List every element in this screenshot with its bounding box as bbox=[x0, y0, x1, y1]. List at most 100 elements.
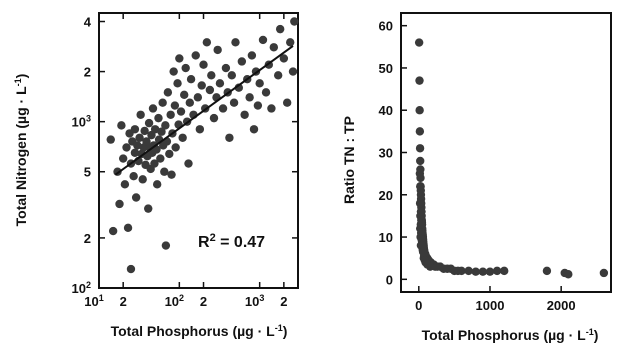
left-data-point bbox=[275, 24, 285, 34]
left-data-point bbox=[175, 54, 184, 63]
right-data-point bbox=[416, 156, 425, 166]
right-x-tick-text: 2000 bbox=[547, 298, 576, 313]
left-x-tick-label: 102 bbox=[165, 293, 184, 309]
left-data-point bbox=[180, 90, 189, 100]
left-data-point bbox=[160, 167, 169, 176]
axis-title-exponent: -1 bbox=[275, 323, 283, 333]
left-data-point bbox=[140, 126, 149, 136]
axis-title-text: ) bbox=[13, 74, 29, 79]
left-data-point bbox=[157, 127, 166, 136]
left-x-tick-label: 101 bbox=[84, 293, 103, 309]
right-data-point bbox=[457, 266, 466, 276]
left-data-point bbox=[207, 71, 216, 80]
left-data-point bbox=[117, 121, 126, 130]
left-data-point bbox=[193, 93, 203, 102]
right-data-point bbox=[564, 270, 573, 279]
left-data-point bbox=[215, 79, 225, 88]
left-data-point bbox=[161, 121, 170, 130]
left-y-tick-text: 5 bbox=[84, 165, 91, 180]
right-x-axis-title: Total Phosphorus (µg · L-1) bbox=[422, 327, 599, 343]
left-data-point bbox=[144, 204, 153, 213]
left-data-point bbox=[152, 180, 162, 189]
right-data-point bbox=[464, 266, 473, 276]
left-data-point bbox=[185, 98, 195, 107]
axis-title-text: Total Nitrogen (µg · L bbox=[13, 86, 29, 226]
left-data-point bbox=[158, 98, 167, 107]
right-y-tick-text: 10 bbox=[379, 230, 393, 245]
left-data-point bbox=[108, 226, 118, 236]
left-data-point bbox=[163, 88, 173, 97]
left-x-tick-text: 10 bbox=[84, 294, 98, 309]
left-data-point bbox=[165, 149, 174, 159]
r-squared-exponent: 2 bbox=[210, 232, 216, 244]
right-data-point bbox=[542, 266, 552, 276]
right-x-tick-text: 0 bbox=[415, 298, 422, 313]
left-x-tick-text: 10 bbox=[165, 294, 179, 309]
left-data-point bbox=[176, 107, 186, 116]
left-data-point bbox=[213, 45, 222, 55]
left-data-point bbox=[205, 85, 215, 95]
left-plot-frame bbox=[98, 12, 299, 289]
right-data-point bbox=[415, 144, 425, 153]
left-data-point bbox=[123, 223, 133, 233]
regression-line bbox=[114, 45, 294, 176]
left-data-point bbox=[130, 148, 140, 157]
right-y-tick-label: 10 bbox=[379, 230, 393, 245]
right-data-point bbox=[415, 199, 425, 208]
left-data-point bbox=[186, 74, 196, 84]
left-y-tick-exponent: 3 bbox=[86, 114, 91, 124]
left-data-point bbox=[279, 54, 289, 63]
left-data-point bbox=[122, 143, 131, 152]
right-y-tick-label: 0 bbox=[386, 272, 393, 287]
left-data-point bbox=[218, 104, 228, 113]
right-y-tick-label: 20 bbox=[379, 188, 393, 203]
left-data-point bbox=[199, 60, 208, 69]
left-data-point bbox=[150, 125, 160, 134]
right-y-tick-text: 20 bbox=[379, 188, 393, 203]
left-data-point bbox=[245, 93, 254, 102]
right-y-tick-label: 30 bbox=[379, 146, 393, 161]
left-y-tick-text: 2 bbox=[84, 231, 91, 246]
right-panel: 0 10 20 30 40 50 60 0 1000 2000 Total Phosphorus (… bbox=[341, 12, 612, 343]
right-x-tick-label: 1000 bbox=[476, 298, 505, 313]
left-data-point bbox=[209, 113, 219, 123]
left-x-tick-exponent: 1 bbox=[99, 293, 104, 303]
axis-title-text: Ratio TN : TP bbox=[341, 116, 357, 204]
left-data-point bbox=[184, 159, 193, 168]
left-data-point bbox=[130, 125, 140, 134]
left-data-point bbox=[191, 51, 200, 60]
left-data-point bbox=[106, 135, 115, 144]
left-data-point bbox=[150, 159, 159, 168]
left-data-point bbox=[286, 38, 295, 47]
left-y-tick-text: 2 bbox=[84, 65, 91, 80]
left-data-point bbox=[197, 81, 206, 90]
left-x-tick-text: 2 bbox=[200, 294, 207, 309]
left-data-point bbox=[167, 170, 176, 179]
left-data-point bbox=[227, 71, 237, 80]
left-data-point bbox=[154, 113, 163, 123]
right-y-tick-text: 50 bbox=[379, 61, 393, 76]
left-y-axis-title: Total Nitrogen (µg · L-1) bbox=[13, 74, 29, 227]
right-data-point bbox=[599, 268, 609, 278]
right-x-tick-text: 1000 bbox=[476, 298, 505, 313]
left-data-point bbox=[225, 133, 234, 142]
r-squared-value: = 0.47 bbox=[216, 234, 265, 251]
left-data-point bbox=[253, 101, 263, 110]
left-y-tick-text: 10 bbox=[72, 115, 86, 130]
right-data-point bbox=[425, 262, 435, 271]
left-data-point bbox=[171, 143, 180, 152]
right-data-point bbox=[416, 211, 425, 221]
left-data-point bbox=[282, 98, 292, 107]
left-data-point bbox=[195, 125, 205, 134]
r-squared-label: R2 = 0.47 bbox=[198, 232, 265, 251]
right-data-point bbox=[415, 76, 424, 85]
right-data-point bbox=[420, 256, 430, 265]
left-x-tick-exponent: 2 bbox=[179, 293, 184, 303]
right-y-tick-text: 30 bbox=[379, 146, 393, 161]
left-y-tick-label: 102 bbox=[72, 280, 91, 296]
left-data-point bbox=[290, 17, 299, 26]
right-data-point bbox=[500, 266, 509, 276]
left-x-tick-exponent: 3 bbox=[259, 293, 264, 303]
right-y-tick-label: 50 bbox=[379, 61, 393, 76]
